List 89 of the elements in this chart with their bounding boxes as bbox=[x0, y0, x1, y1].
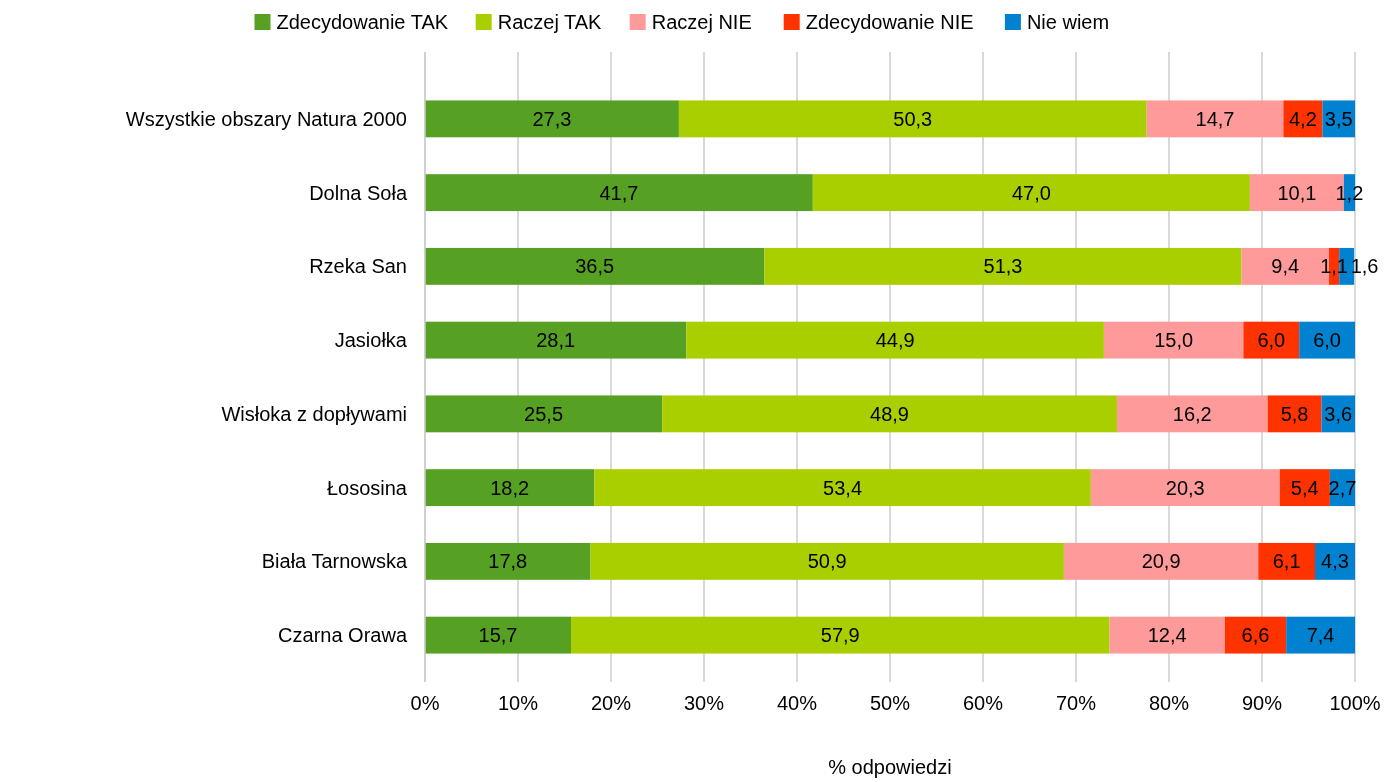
bar bbox=[1224, 616, 1287, 654]
data-label: 20,3 bbox=[1165, 476, 1205, 499]
data-label: 15,0 bbox=[1154, 329, 1194, 352]
y-tick-label: Wisłoka z dopływami bbox=[221, 402, 407, 425]
bar bbox=[425, 174, 813, 212]
data-label: 5,8 bbox=[1280, 402, 1309, 425]
y-tick-label: Jasiołka bbox=[334, 329, 408, 352]
x-tick-label: 60% bbox=[962, 692, 1004, 714]
legend-label: Raczej NIE bbox=[651, 11, 752, 33]
data-label: 18,2 bbox=[490, 476, 530, 499]
bar bbox=[1063, 542, 1259, 580]
bar bbox=[1299, 321, 1355, 359]
bar bbox=[571, 616, 1110, 654]
bar bbox=[425, 100, 679, 138]
bar bbox=[764, 247, 1242, 285]
data-label: 20,9 bbox=[1141, 550, 1181, 573]
data-label: 9,4 bbox=[1271, 255, 1300, 278]
bar bbox=[678, 100, 1147, 138]
data-label: 50,9 bbox=[807, 550, 847, 573]
bar bbox=[1243, 321, 1300, 359]
legend-label: Nie wiem bbox=[1026, 11, 1110, 33]
data-label: 27,3 bbox=[532, 107, 572, 130]
data-label: 6,0 bbox=[1313, 329, 1342, 352]
data-label: 4,2 bbox=[1289, 107, 1317, 130]
bar bbox=[425, 542, 591, 580]
bar bbox=[1116, 395, 1268, 433]
x-tick-label: 40% bbox=[776, 692, 818, 714]
legend-label: Raczej TAK bbox=[497, 11, 603, 33]
data-label: 16,2 bbox=[1172, 402, 1212, 425]
data-label: 10,1 bbox=[1277, 181, 1317, 204]
x-tick-label: 80% bbox=[1148, 692, 1190, 714]
bar bbox=[425, 469, 595, 507]
data-label: 6,1 bbox=[1272, 550, 1301, 573]
x-tick-label: 30% bbox=[683, 692, 725, 714]
bar bbox=[1146, 100, 1284, 138]
data-label: 12,4 bbox=[1147, 624, 1187, 647]
data-label: 51,3 bbox=[983, 255, 1023, 278]
y-tick-label: Wszystkie obszary Natura 2000 bbox=[125, 107, 407, 130]
bar bbox=[425, 616, 572, 654]
legend-label: Zdecydowanie NIE bbox=[805, 11, 974, 33]
bar bbox=[662, 395, 1117, 433]
data-label: 57,9 bbox=[820, 624, 860, 647]
data-label: 3,5 bbox=[1324, 107, 1353, 130]
data-label: 7,4 bbox=[1306, 624, 1335, 647]
bar bbox=[590, 542, 1064, 580]
data-label: 17,8 bbox=[488, 550, 528, 573]
bar bbox=[1286, 616, 1355, 654]
data-label: 6,0 bbox=[1257, 329, 1286, 352]
data-label: 1,1 bbox=[1320, 255, 1348, 278]
y-tick-label: Dolna Soła bbox=[309, 181, 408, 204]
data-label: 5,4 bbox=[1290, 476, 1319, 499]
bar bbox=[1267, 395, 1322, 433]
bar bbox=[425, 247, 765, 285]
data-label: 50,3 bbox=[893, 107, 933, 130]
bar bbox=[1258, 542, 1316, 580]
x-tick-label: 0% bbox=[410, 692, 440, 714]
data-label: 36,5 bbox=[575, 255, 615, 278]
bar bbox=[1090, 469, 1280, 507]
data-label: 6,6 bbox=[1241, 624, 1270, 647]
x-tick-label: 50% bbox=[869, 692, 911, 714]
x-tick-label: 90% bbox=[1241, 692, 1283, 714]
data-label: 41,7 bbox=[599, 181, 639, 204]
data-label: 25,5 bbox=[524, 402, 564, 425]
x-tick-label: 20% bbox=[590, 692, 632, 714]
x-tick-label: 70% bbox=[1055, 692, 1097, 714]
data-label: 28,1 bbox=[536, 329, 576, 352]
y-tick-label: Łososina bbox=[326, 476, 408, 499]
y-tick-label: Czarna Orawa bbox=[278, 624, 408, 647]
x-axis-title: % odpowiedzi bbox=[828, 756, 952, 778]
x-tick-label: 10% bbox=[497, 692, 539, 714]
data-label: 4,3 bbox=[1321, 550, 1349, 573]
data-label: 15,7 bbox=[478, 624, 518, 647]
y-tick-label: Rzeka San bbox=[309, 255, 407, 278]
y-tick-label: Biała Tarnowska bbox=[261, 550, 408, 573]
bar bbox=[1109, 616, 1225, 654]
bar bbox=[594, 469, 1091, 507]
bar bbox=[686, 321, 1104, 359]
data-label: 14,7 bbox=[1195, 107, 1235, 130]
bar bbox=[812, 174, 1250, 212]
data-label: 3,6 bbox=[1324, 402, 1353, 425]
legend-label: Zdecydowanie TAK bbox=[276, 11, 449, 33]
data-label: 47,0 bbox=[1011, 181, 1051, 204]
data-label: 44,9 bbox=[875, 329, 915, 352]
x-tick-label: 100% bbox=[1329, 692, 1381, 714]
bar bbox=[425, 321, 687, 359]
bar bbox=[425, 395, 663, 433]
data-label: 53,4 bbox=[823, 476, 863, 499]
bar bbox=[1103, 321, 1244, 359]
data-label: 48,9 bbox=[870, 402, 909, 425]
